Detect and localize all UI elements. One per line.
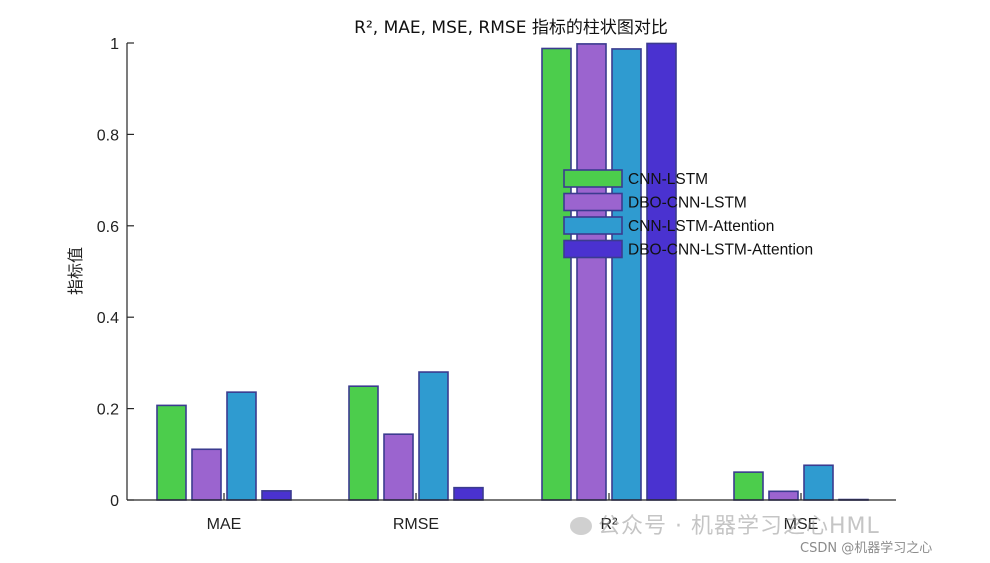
bar-R-0 bbox=[541, 47, 572, 501]
y-tick-label: 0.6 bbox=[97, 219, 119, 236]
bar-MAE-1 bbox=[191, 448, 222, 501]
legend-label-1: DBO-CNN-LSTM bbox=[628, 195, 747, 212]
y-tick-label: 0.8 bbox=[97, 127, 119, 144]
y-tick-label: 0.2 bbox=[97, 402, 119, 419]
y-tick-label: 1 bbox=[110, 36, 119, 53]
legend-swatch-3 bbox=[563, 239, 623, 259]
bar-RMSE-0 bbox=[348, 385, 379, 501]
bar-RMSE-2 bbox=[418, 371, 449, 501]
bar-R-3 bbox=[646, 42, 677, 501]
bar-MSE-2 bbox=[803, 464, 834, 501]
x-tick-label: MAE bbox=[207, 516, 242, 533]
chart-title: R², MAE, MSE, RMSE 指标的柱状图对比 bbox=[354, 18, 668, 38]
x-tick-label: R² bbox=[601, 516, 619, 533]
x-tick-label: MSE bbox=[784, 516, 819, 533]
bar-MSE-0 bbox=[733, 471, 764, 501]
watermark: 公众号 · 机器学习之心HML bbox=[570, 508, 880, 540]
bar-MAE-2 bbox=[226, 391, 257, 501]
legend-swatch-0 bbox=[563, 169, 623, 188]
plot-area: 0 0.2 0.4 0.6 0.8 1 MAE RMSE R² MSE bbox=[97, 36, 896, 533]
y-tick-label: 0.4 bbox=[97, 310, 119, 327]
watermark-source: CSDN @机器学习之心 bbox=[800, 541, 933, 556]
bar-R-2 bbox=[611, 48, 642, 501]
y-axis-label: 指标值 bbox=[66, 247, 85, 295]
y-tick-label: 0 bbox=[110, 493, 119, 510]
legend: CNN-LSTM DBO-CNN-LSTM CNN-LSTM-Attention DB… bbox=[563, 169, 813, 259]
bar-MAE-0 bbox=[156, 404, 187, 501]
bar-MSE-1 bbox=[768, 490, 799, 501]
legend-label-3: DBO-CNN-LSTM-Attention bbox=[628, 242, 813, 259]
watermark-text: 公众号 · 机器学习之心HML bbox=[598, 514, 880, 539]
legend-swatch-1 bbox=[563, 192, 623, 212]
bar-R-1 bbox=[576, 43, 607, 501]
legend-label-0: CNN-LSTM bbox=[628, 171, 708, 188]
bar-RMSE-3 bbox=[453, 486, 484, 501]
bar-MAE-3 bbox=[261, 490, 292, 501]
wechat-logo-icon bbox=[570, 517, 592, 535]
bar-RMSE-1 bbox=[383, 433, 414, 501]
legend-label-2: CNN-LSTM-Attention bbox=[628, 218, 774, 235]
legend-swatch-2 bbox=[563, 216, 623, 235]
x-tick-label: RMSE bbox=[393, 516, 439, 533]
